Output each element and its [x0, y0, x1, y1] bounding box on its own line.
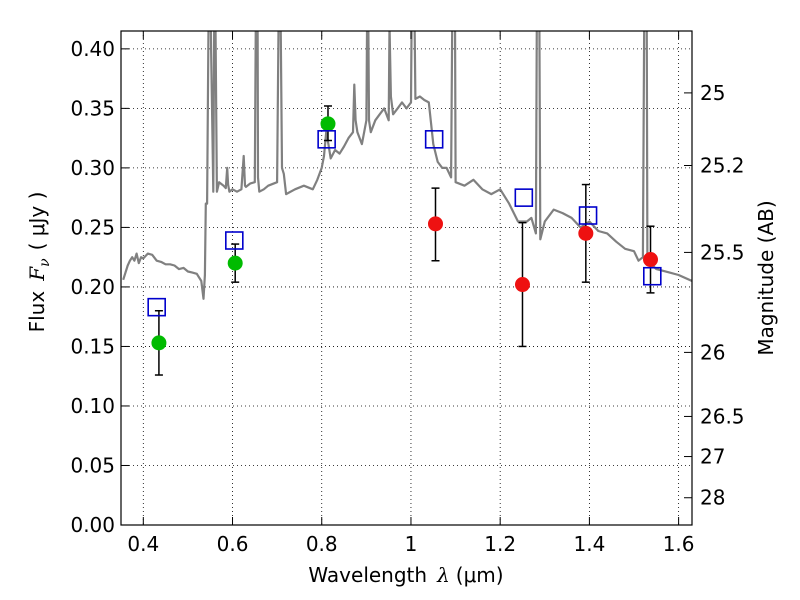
data-point [427, 216, 443, 232]
y-tick-label: 0.35 [70, 96, 115, 120]
x-axis-title: Wavelength λ (μm) [308, 563, 503, 587]
y-axis-title: FluxFν( μJy ) [25, 192, 53, 333]
x-tick-label: 1.6 [663, 532, 695, 556]
data-markers [147, 116, 662, 351]
plot-area [121, 31, 692, 525]
x-tick-label: 1.4 [573, 532, 605, 556]
magnitude-axis-title: Magnitude (AB) [754, 200, 778, 355]
y-tick-label: 0.00 [70, 513, 115, 537]
x-tick-label: 1 [405, 532, 418, 556]
data-point [514, 277, 530, 293]
data-point [320, 116, 336, 132]
magnitude-tick-label: 25.5 [700, 240, 745, 264]
magnitude-tick-label: 27 [700, 445, 725, 469]
plot-frame [120, 30, 693, 526]
model-photometry-square [317, 130, 336, 149]
model-photometry-square [424, 130, 444, 149]
magnitude-tick-label: 28 [700, 486, 725, 510]
y-tick-label: 0.40 [70, 37, 115, 61]
data-point [151, 335, 167, 351]
magnitude-tick-label: 25.2 [700, 154, 745, 178]
model-photometry-square [147, 297, 166, 317]
model-spectrum [122, 31, 692, 300]
model-photometry-square [225, 231, 244, 250]
y-tick-label: 0.15 [70, 334, 115, 358]
x-tick-label: 0.4 [127, 532, 159, 556]
magnitude-tick-label: 26 [700, 340, 725, 364]
y-tick-label: 0.20 [70, 275, 115, 299]
model-spectrum-line [122, 31, 692, 300]
model-photometry-square [642, 266, 662, 286]
y-tick-label: 0.05 [70, 453, 115, 477]
y-tick-label: 0.10 [70, 394, 115, 418]
magnitude-axis-ticks: 25 25.2 25.5 26 26.5 27 28 [684, 81, 745, 510]
x-tick-label: 0.6 [217, 532, 249, 556]
x-axis-ticks: 0.4 0.6 0.8 1 1.2 1.4 1.6 [127, 31, 695, 556]
data-point [578, 225, 594, 241]
x-tick-label: 0.8 [306, 532, 338, 556]
model-photometry-square [578, 206, 598, 225]
data-point [643, 252, 659, 268]
x-tick-label: 1.2 [484, 532, 516, 556]
data-point [227, 255, 243, 271]
model-photometry-square [514, 188, 534, 207]
y-tick-label: 0.25 [70, 215, 115, 239]
magnitude-tick-label: 26.5 [700, 404, 745, 428]
y-tick-label: 0.30 [70, 156, 115, 180]
y-axis-ticks: 0.00 0.05 0.10 0.15 0.20 0.25 0.30 0.35 0.40 [70, 37, 129, 537]
magnitude-tick-label: 25 [700, 81, 725, 105]
